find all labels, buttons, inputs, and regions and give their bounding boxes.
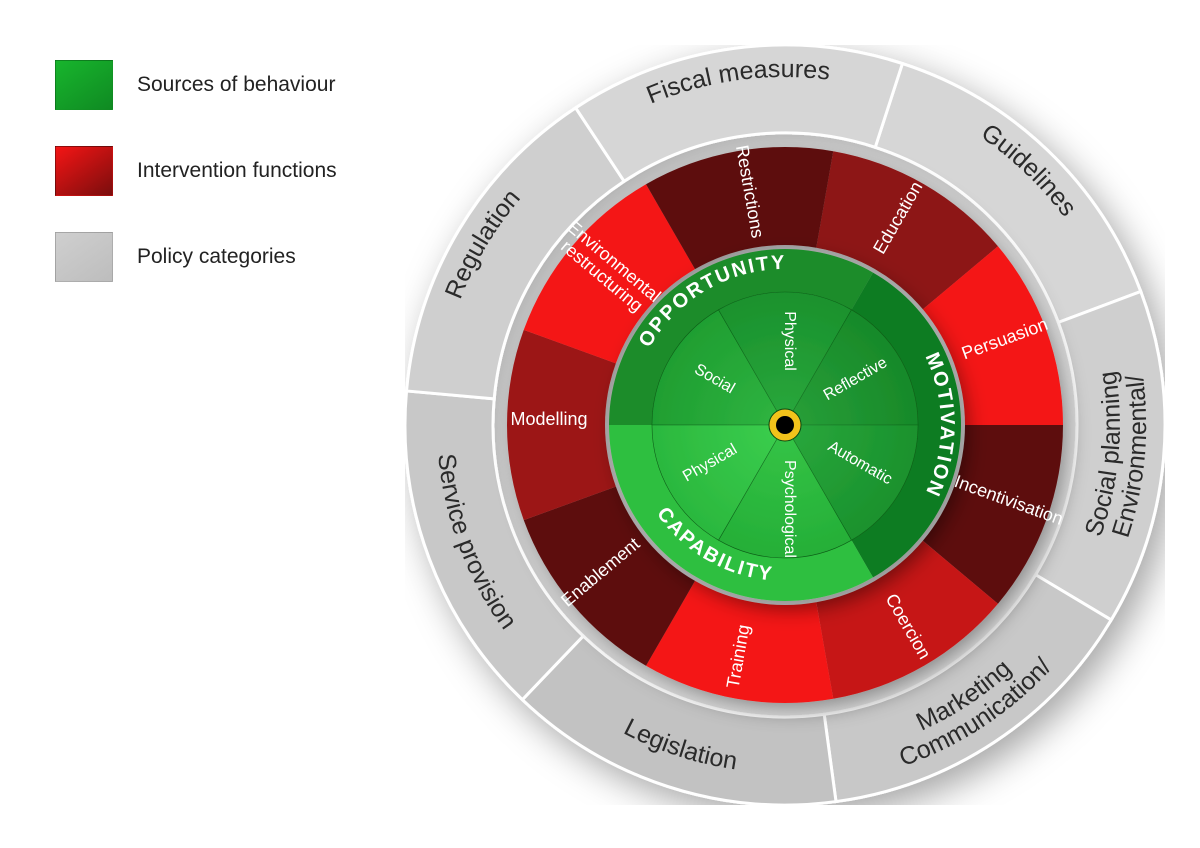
center-dot xyxy=(776,416,794,434)
legend-item-policies: Policy categories xyxy=(55,232,337,282)
legend-swatch xyxy=(55,232,113,282)
legend-item-sources: Sources of behaviour xyxy=(55,60,337,110)
legend-swatch xyxy=(55,146,113,196)
behaviour-change-wheel: GuidelinesEnvironmental/Social planningC… xyxy=(405,45,1165,805)
legend-label: Sources of behaviour xyxy=(137,73,335,97)
legend-swatch xyxy=(55,60,113,110)
intervention-label: Modelling xyxy=(510,409,587,429)
legend: Sources of behaviour Intervention functio… xyxy=(55,60,337,318)
com-b-sub-label: Physical xyxy=(781,311,798,371)
legend-label: Policy categories xyxy=(137,245,296,269)
legend-label: Intervention functions xyxy=(137,159,337,183)
legend-item-interventions: Intervention functions xyxy=(55,146,337,196)
com-b-sub-label: Psychological xyxy=(781,460,798,558)
